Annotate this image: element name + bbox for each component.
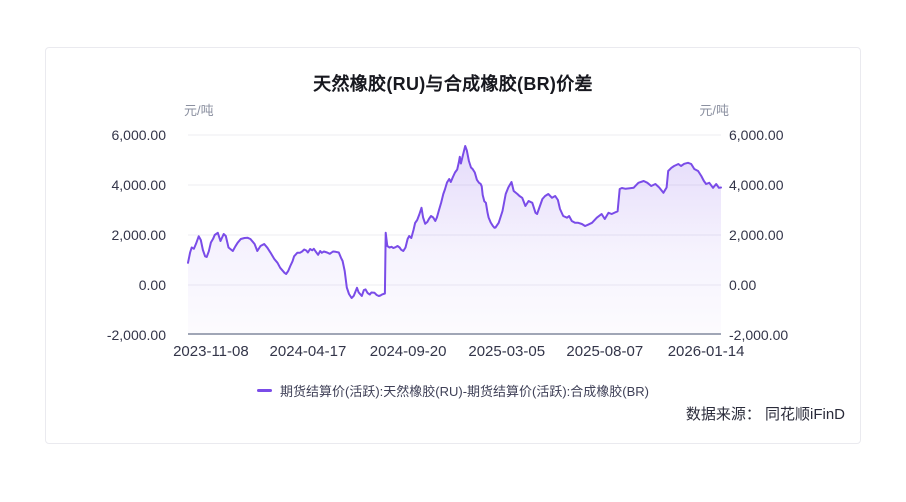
y-axis-labels-left: 6,000.00 4,000.00 2,000.00 0.00 -2,000.00 [46, 127, 167, 343]
y-axis-unit-left: 元/吨 [184, 103, 214, 118]
legend-line-marker [256, 389, 272, 392]
legend-label: 期货结算价(活跃):天然橡胶(RU)-期货结算价(活跃):合成橡胶(BR) [279, 384, 650, 399]
y-tick-label: -2,000.00 [729, 327, 789, 343]
series-line [187, 145, 722, 299]
data-source-note: 数据来源： 同花顺iFinD [685, 406, 845, 423]
y-tick-label: 4,000.00 [111, 177, 167, 193]
y-tick-label: 6,000.00 [729, 127, 784, 143]
y-axis-unit-right: 元/吨 [699, 103, 729, 118]
chart-card: 天然橡胶(RU)与合成橡胶(BR)价差 元/吨 元/吨 6,000.00 4,00… [45, 47, 861, 444]
y-tick-label: 0.00 [138, 277, 166, 293]
y-tick-label: 2,000.00 [111, 227, 167, 243]
chart-title: 天然橡胶(RU)与合成橡胶(BR)价差 [313, 74, 593, 94]
y-tick-label: 2,000.00 [729, 227, 784, 243]
legend: 期货结算价(活跃):天然橡胶(RU)-期货结算价(活跃):合成橡胶(BR) [46, 381, 860, 400]
y-tick-label: 0.00 [729, 277, 757, 293]
x-tick-label: 2023-11-08 [173, 343, 249, 360]
chart-plot-area[interactable] [187, 134, 722, 335]
series-area-fill [188, 146, 721, 335]
x-tick-label: 2025-03-05 [468, 343, 546, 360]
x-axis-labels: 2023-11-08 2024-04-17 2024-09-20 2025-03-05… [173, 343, 744, 363]
y-tick-label: -2,000.00 [106, 327, 166, 343]
x-tick-label: 2024-09-20 [369, 343, 447, 360]
y-tick-label: 4,000.00 [729, 177, 784, 193]
y-axis-labels-right: 6,000.00 4,000.00 2,000.00 0.00 -2,000.00 [729, 127, 839, 343]
x-tick-label: 2024-04-17 [269, 343, 347, 360]
y-tick-label: 6,000.00 [111, 127, 167, 143]
x-tick-label: 2025-08-07 [566, 343, 644, 360]
x-tick-label: 2026-01-14 [667, 343, 745, 360]
